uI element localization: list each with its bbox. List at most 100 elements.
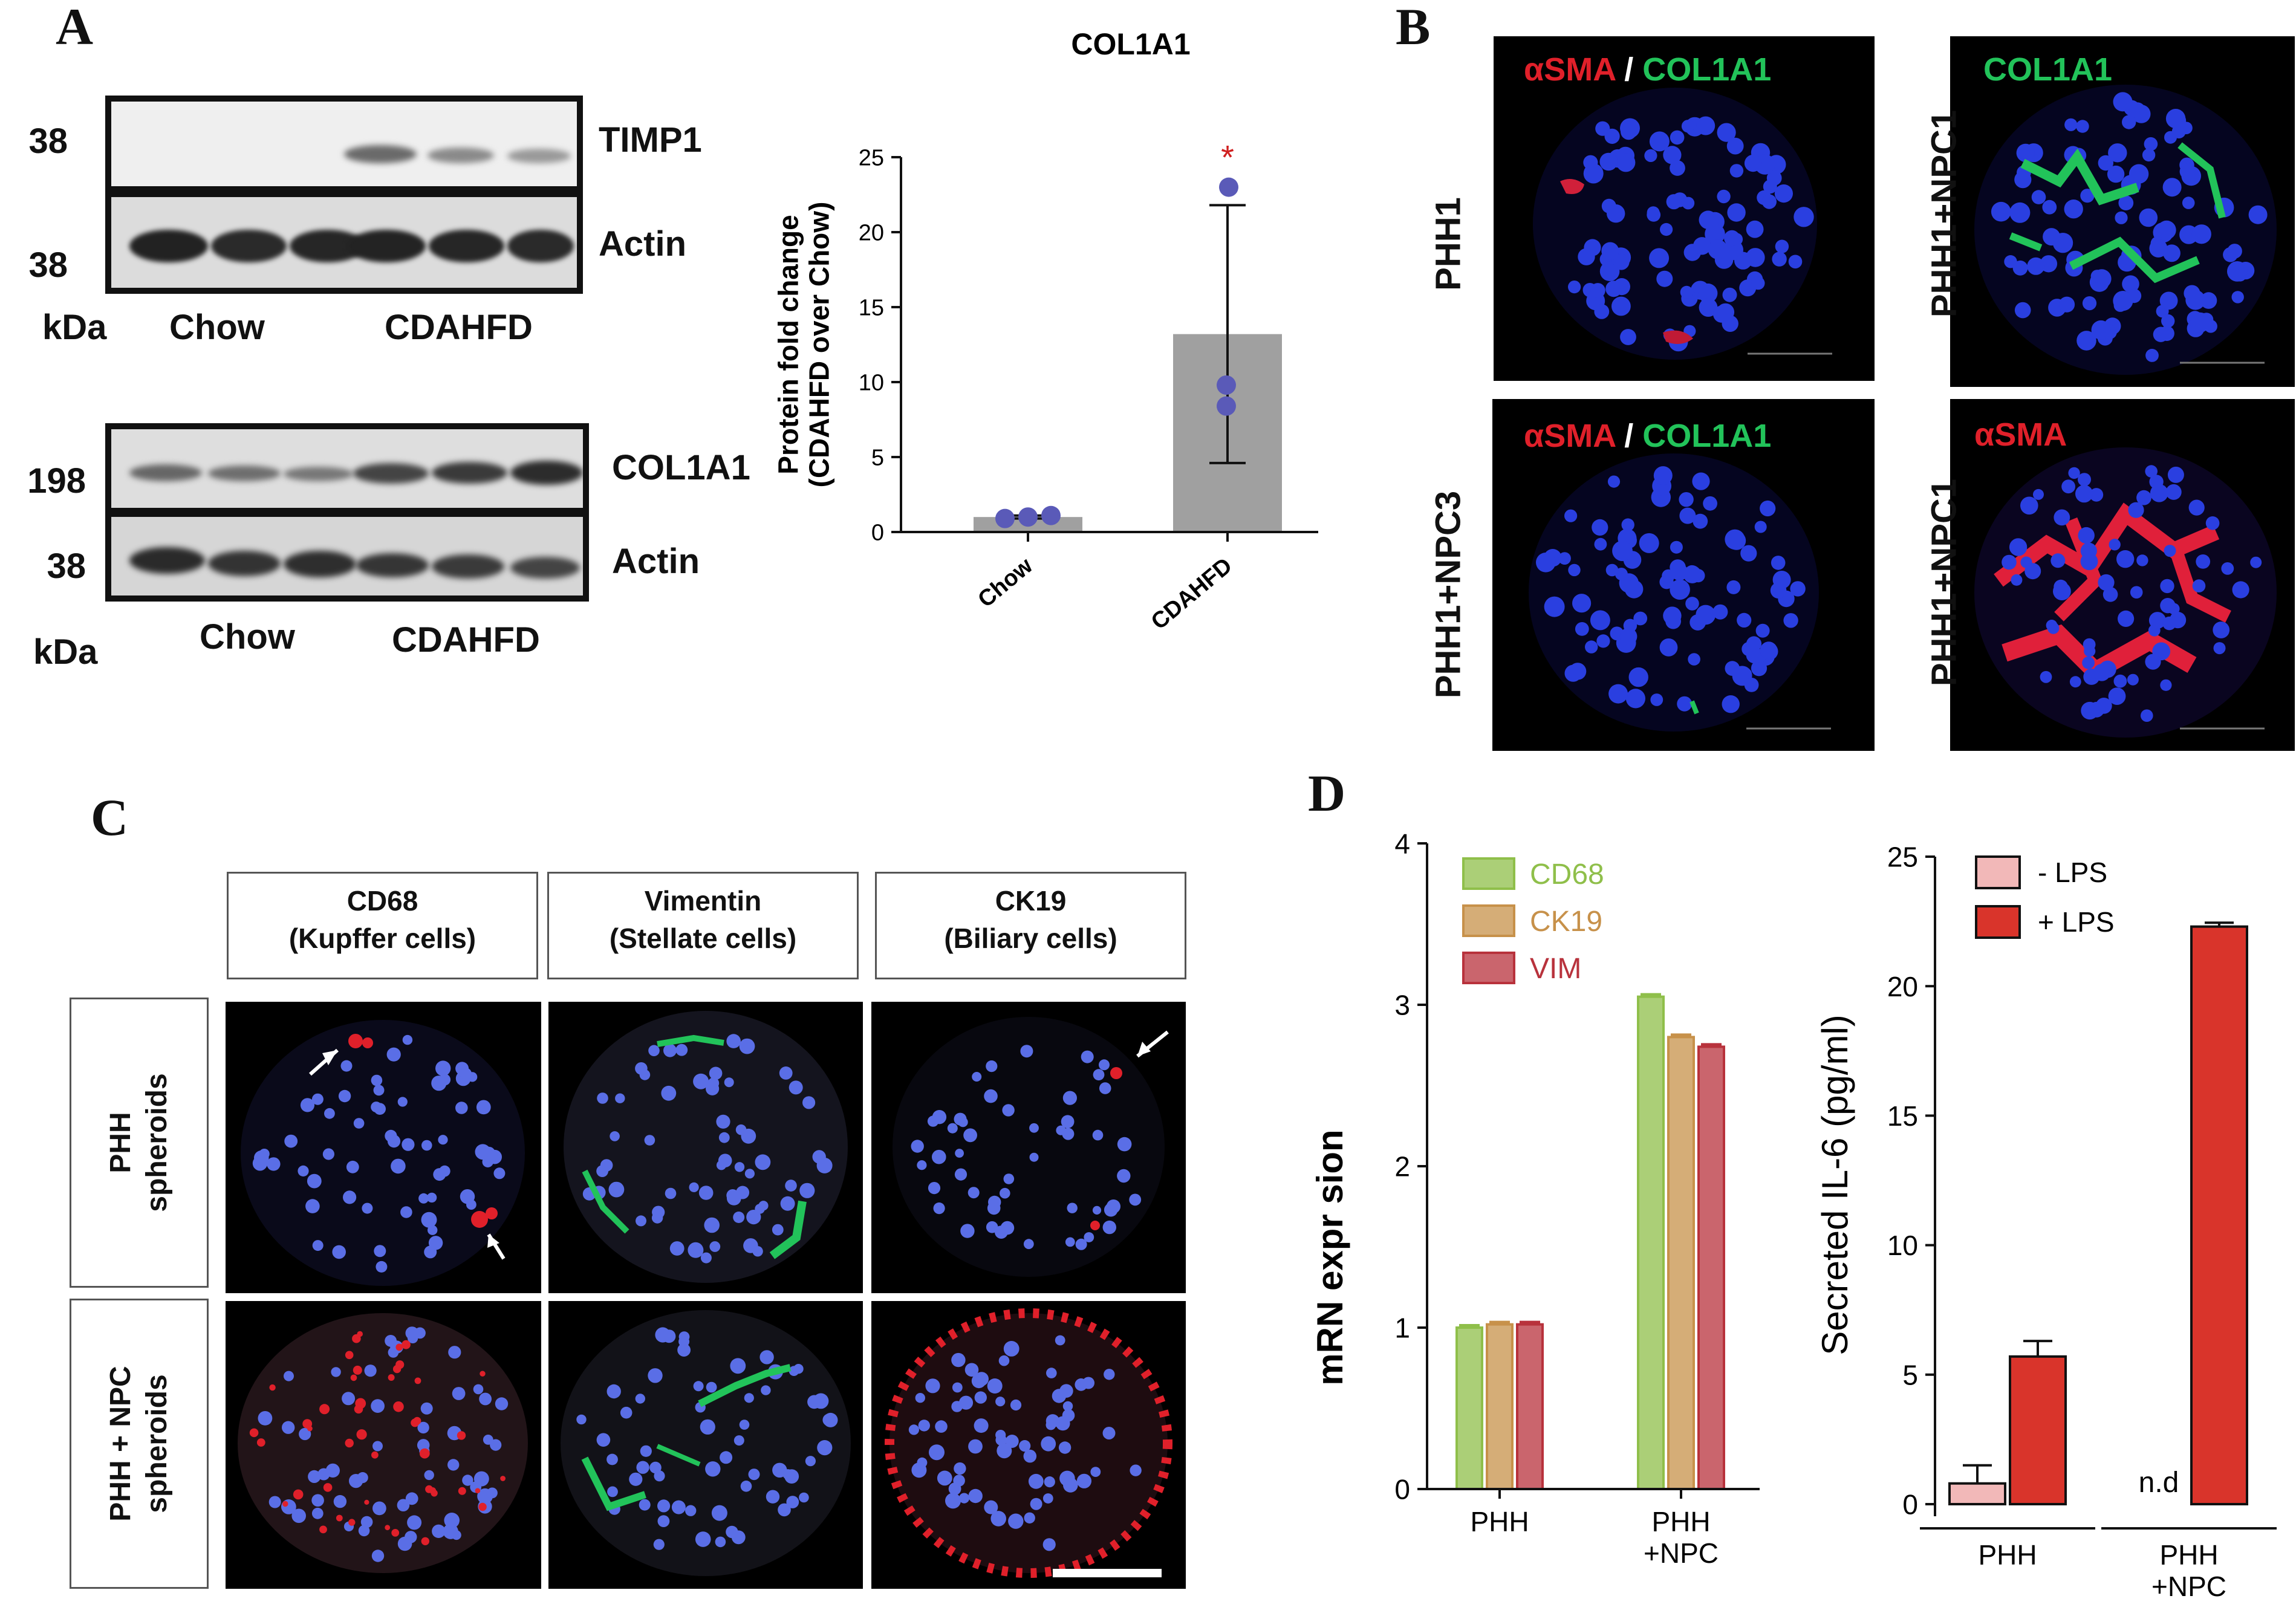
nucleus [766,1490,780,1504]
nucleus [336,1514,343,1522]
nucleus [1099,1082,1111,1094]
nucleus [1679,507,1696,524]
nucleus [726,1034,741,1048]
nucleus [1772,251,1787,267]
nucleus [2160,579,2174,594]
nucleus [2107,165,2125,183]
nucleus [711,1505,727,1521]
nucleus [1724,230,1740,247]
nucleus [974,1391,987,1404]
nucleus [1790,581,1806,597]
nucleus [2150,484,2168,502]
nucleus [402,1034,413,1045]
nucleus [1000,1221,1015,1235]
nucleus [744,1393,754,1403]
micrograph-vimentin-phh-npc [548,1301,863,1589]
nuclei [252,1034,506,1273]
nucleus [2227,244,2242,259]
band [129,547,205,574]
nucleus [2115,211,2128,224]
nucleus [639,1499,651,1511]
nucleus [1062,1091,1077,1105]
kda-label: kDa [42,308,107,347]
nucleus [2050,553,2066,568]
nucleus [917,1160,927,1170]
nucleus [2162,616,2176,631]
row-line1: PHH [105,1112,137,1173]
nucleus [2129,164,2149,184]
nucleus [755,1154,771,1170]
nucleus [2081,701,2099,720]
spheroid-image [1974,447,2277,738]
nucleus [387,1135,401,1148]
band [129,230,208,262]
nucleus [353,1118,365,1129]
nucleus [1717,123,1736,142]
nucleus [1544,596,1565,617]
x-tick-label: PHH +NPC [1644,1506,1719,1569]
nucleus [693,1381,704,1392]
x-axis: Chow CDAHFD [901,531,1318,635]
group-label-chow: Chow [169,308,265,347]
nucleus [1008,1513,1024,1529]
spheroid-image [1974,85,2277,375]
micrograph-phh1-npc1-col1a1 [1950,36,2295,387]
nucleus [421,1212,437,1228]
nucleus [477,1488,493,1504]
nucleus [2145,465,2158,478]
nucleus [1575,622,1589,636]
nucleus [986,1060,998,1072]
nucleus [1726,137,1744,155]
nucleus [355,1398,366,1409]
bar-vim [1697,1045,1725,1491]
band [432,554,504,579]
nucleus [990,1511,1006,1527]
nucleus [1030,1498,1042,1510]
panel-d-letter: D [1308,764,1346,822]
nucleus [1703,496,1717,511]
nucleus [2109,539,2121,551]
nucleus [731,1530,746,1545]
nucleus [1102,1220,1116,1235]
nucleus [2080,189,2095,203]
nucleus [2084,645,2096,657]
y-axis-title: Protein fold change(CDAHFD over Chow) [773,202,835,488]
nucleus [911,1140,924,1153]
bar-plus-lps [2190,925,2248,1505]
nucleus [799,1492,809,1503]
nucleus [2141,709,2153,722]
nucleus [805,1456,816,1467]
nucleus [1594,304,1610,319]
nucleus [952,1382,963,1393]
bar-ck19 [1667,1036,1695,1490]
nucleus [360,1516,373,1528]
nucleus [460,1068,472,1080]
x-tick-label: Chow [974,553,1038,612]
nucleus [2009,538,2028,556]
nucleus [932,1110,947,1124]
nucleus [447,1459,460,1471]
bar-ck19 [1486,1323,1514,1490]
x-tick-line: +NPC [2151,1571,2226,1602]
nucleus [2020,496,2038,515]
nucleus [960,1224,975,1238]
nucleus [356,1429,367,1440]
nucleus [480,1371,486,1377]
nucleus [1693,237,1711,255]
column-header-cd68: CD68 (Kupffer cells) [227,872,538,979]
nucleus [2136,490,2151,505]
nucleus [1744,678,1759,692]
nucleus [435,1060,451,1076]
nucleus [2027,257,2045,275]
nucleus [431,1490,438,1497]
nucleus [1679,492,1694,507]
nucleus [388,1374,395,1381]
nucleus [298,1165,309,1176]
nucleus [1761,194,1777,209]
nucleus [395,1343,403,1351]
mw-marker: 38 [28,245,68,285]
group-label-cdahfd: CDAHFD [392,620,540,660]
nucleus [917,1457,928,1468]
y-axis-title: Secreted IL-6 (pg/ml) [1815,1014,1855,1355]
nucleus [402,1340,411,1349]
